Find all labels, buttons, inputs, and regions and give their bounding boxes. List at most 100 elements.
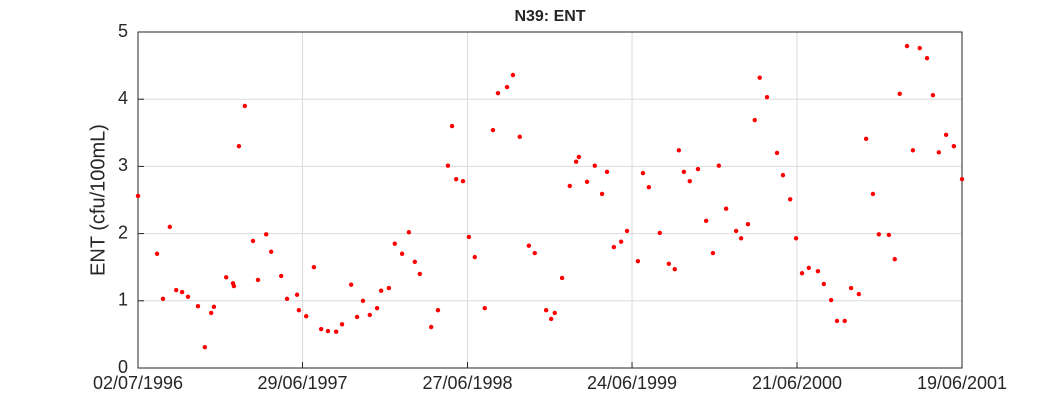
data-point [495,90,501,96]
data-point [268,249,274,254]
data-point [687,178,692,184]
x-tick-label: 24/06/1999 [587,373,677,393]
data-point [195,303,201,309]
data-point [333,329,339,334]
data-point [910,148,916,153]
y-tick-label: 4 [118,88,128,108]
data-point [799,271,805,276]
data-point [236,144,242,149]
data-point [716,163,722,168]
data-point [406,230,412,235]
data-point [135,193,141,199]
data-point [856,291,862,297]
data-point [567,183,572,189]
data-point [263,232,269,237]
data-point [348,282,354,287]
data-point [930,92,936,98]
data-point [863,136,869,142]
data-point [532,250,537,256]
data-point [386,285,392,291]
data-point [646,185,652,190]
data-point [710,250,716,256]
data-point [325,328,331,334]
data-point [284,296,290,301]
data-point [733,228,739,234]
data-point [936,150,942,155]
data-point [611,244,617,250]
data-point [657,230,662,236]
data-point [339,322,345,327]
data-point [672,267,677,272]
data-point [311,265,317,270]
data-point [231,283,237,289]
data-point [897,91,902,97]
data-point [806,265,812,271]
data-point [154,251,160,256]
data-point [543,308,549,313]
data-point [695,166,701,172]
data-point [412,259,417,265]
data-point [445,163,451,168]
data-point [774,150,780,156]
data-point [318,326,324,332]
x-tick-label: 29/06/1997 [257,373,347,393]
data-point [374,305,380,311]
data-point [886,232,892,238]
data-point [815,269,821,274]
y-tick-label: 3 [118,155,128,175]
data-point [548,316,554,322]
data-point [821,281,827,287]
data-point [892,256,897,262]
y-tick-label: 1 [118,290,128,310]
data-point [738,236,744,241]
data-point [552,310,557,316]
data-point [517,134,522,140]
data-point [354,314,360,320]
y-axis-label: ENT (cfu/100mL) [87,124,109,276]
data-point [472,254,477,260]
data-point [294,292,300,297]
data-point [453,176,459,182]
data-point [764,94,770,100]
data-point [160,296,166,301]
data-point [296,308,302,313]
data-point [848,285,854,291]
y-tick-label: 0 [118,357,128,377]
data-point [466,234,472,240]
data-point [599,191,605,197]
data-point [943,132,949,138]
data-point [399,251,405,256]
data-point [208,310,214,316]
data-point [745,221,751,227]
data-point [303,314,309,319]
x-tick-label: 27/06/1998 [422,373,512,393]
data-point [788,197,793,202]
data-point [211,304,217,310]
data-point [780,172,786,178]
data-point [367,312,372,318]
data-point [490,127,496,133]
data-point [917,45,922,51]
data-point [435,308,441,313]
data-point [876,232,882,237]
data-point [959,176,965,182]
data-point [904,43,910,49]
data-point [757,75,762,80]
y-tick-label: 5 [118,21,128,41]
data-point [842,318,847,324]
y-tick-label: 2 [118,222,128,242]
data-point [723,206,729,211]
data-point [793,236,799,241]
data-point [752,117,757,123]
data-point [559,275,565,281]
data-point [278,273,284,279]
data-point [526,243,532,248]
data-point [250,238,256,244]
data-point [460,178,466,184]
data-point [167,224,173,230]
data-point [951,144,957,149]
data-point [640,170,646,176]
data-point [392,241,397,246]
data-point [592,163,597,168]
